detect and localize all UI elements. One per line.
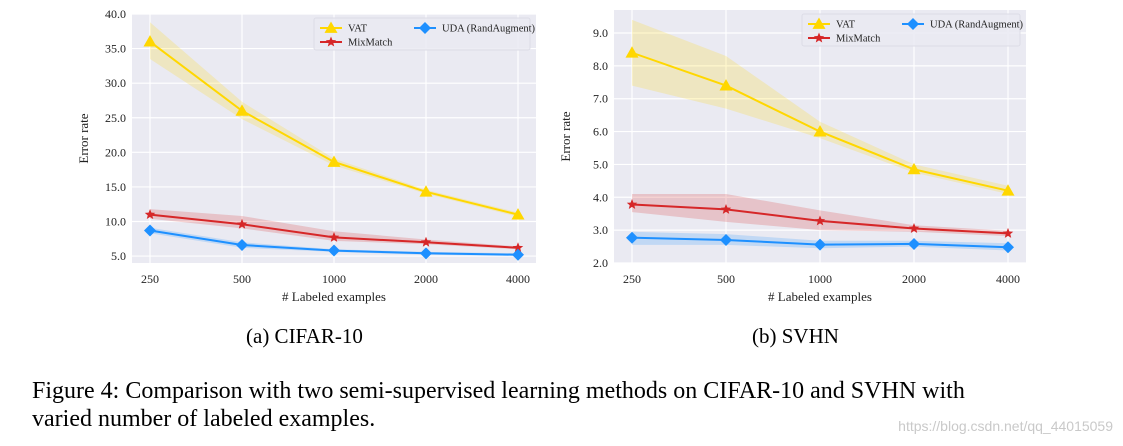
data-point-2-4 (1002, 241, 1014, 254)
y-tick-label-2: 4.0 (593, 190, 608, 204)
x-tick-label-2: 1000 (808, 272, 832, 286)
legend-label-1: MixMatch (348, 38, 393, 49)
series-0 (625, 19, 1015, 196)
data-point-1-1 (720, 203, 732, 214)
y-tick-label-0: 2.0 (593, 256, 608, 270)
y-axis-label: Error rate (558, 111, 573, 161)
y-tick-label-3: 5.0 (593, 157, 608, 171)
x-tick-label-0: 250 (623, 272, 641, 286)
legend: VAT MixMatch UDA (RandAugment) (801, 13, 1024, 47)
data-point-2-1 (720, 234, 732, 246)
data-point-1-3 (420, 236, 432, 247)
x-tick-label-1: 500 (717, 272, 735, 286)
legend-label-2: UDA (RandAugment) (930, 20, 1024, 31)
y-tick-label-0: 5.0 (111, 249, 126, 263)
legend-swatch-marker-2 (419, 22, 431, 34)
y-axis-label: Error rate (76, 113, 91, 163)
subcaption-b: (b) SVHN (752, 324, 839, 348)
data-point-2-4 (512, 248, 524, 261)
data-point-1-0 (144, 209, 156, 220)
legend-swatch-marker-1 (325, 36, 337, 47)
legend-box (313, 17, 531, 51)
series-2 (144, 224, 524, 261)
data-point-2-0 (626, 231, 638, 244)
data-point-2-0 (144, 224, 156, 237)
x-tick-label-4: 4000 (996, 272, 1020, 286)
data-point-0-4 (1001, 184, 1015, 196)
legend-label-0: VAT (836, 20, 856, 31)
y-tick-label-4: 25.0 (105, 111, 126, 125)
data-point-2-1 (236, 239, 248, 252)
data-point-0-3 (419, 185, 433, 197)
x-axis-label: # Labeled examples (768, 289, 872, 304)
series-1 (626, 194, 1014, 238)
data-point-1-0 (626, 199, 638, 209)
x-tick-label-3: 2000 (414, 272, 438, 286)
data-point-2-2 (814, 238, 826, 251)
series-1 (144, 209, 524, 253)
y-tick-label-6: 8.0 (593, 59, 608, 73)
data-point-0-1 (719, 79, 733, 91)
y-tick-label-1: 3.0 (593, 223, 608, 237)
data-point-0-2 (813, 125, 827, 137)
subcaption-a: (a) CIFAR-10 (246, 324, 363, 348)
legend-label-1: MixMatch (836, 34, 881, 45)
watermark: https://blog.csdn.net/qq_44015059 (898, 418, 1113, 434)
data-point-1-4 (512, 242, 524, 253)
x-tick-label-4: 4000 (506, 272, 530, 286)
x-tick-label-1: 500 (233, 272, 251, 286)
legend-label-0: VAT (348, 24, 368, 35)
figure-caption-line-2: varied number of labeled examples. (32, 406, 376, 432)
y-tick-label-7: 9.0 (593, 26, 608, 40)
data-point-1-2 (328, 231, 340, 242)
data-point-0-0 (143, 35, 157, 47)
legend-box (801, 13, 1021, 47)
data-point-2-3 (420, 247, 432, 260)
x-tick-label-2: 1000 (322, 272, 346, 286)
data-point-1-2 (814, 215, 826, 226)
y-tick-label-7: 40.0 (105, 7, 126, 21)
series-2 (626, 231, 1014, 254)
legend: VAT MixMatch UDA (RandAugment) (313, 17, 536, 51)
grid (614, 10, 1026, 264)
series-0 (143, 22, 525, 220)
x-axis-label: # Labeled examples (282, 289, 386, 304)
legend-swatch-marker-1 (813, 32, 825, 43)
data-point-0-3 (907, 162, 921, 175)
y-tick-label-1: 10.0 (105, 215, 126, 229)
confidence-band-0 (632, 19, 1008, 195)
y-tick-label-5: 7.0 (593, 92, 608, 106)
legend-label-2: UDA (RandAugment) (442, 24, 536, 35)
legend-swatch-marker-0 (324, 21, 338, 33)
y-tick-label-2: 15.0 (105, 180, 126, 194)
data-point-1-4 (1002, 227, 1014, 238)
data-point-1-1 (236, 218, 248, 229)
x-tick-label-3: 2000 (902, 272, 926, 286)
y-tick-label-5: 30.0 (105, 76, 126, 90)
legend-swatch-marker-0 (812, 17, 826, 29)
y-tick-label-4: 6.0 (593, 125, 608, 139)
x-tick-label-0: 250 (141, 272, 159, 286)
data-point-0-1 (235, 104, 249, 116)
data-point-0-4 (511, 208, 525, 220)
data-point-2-3 (908, 237, 920, 250)
data-point-0-0 (625, 46, 639, 58)
data-point-1-3 (908, 223, 920, 233)
figure-caption-line-1: Figure 4: Comparison with two semi-super… (32, 378, 965, 404)
legend-swatch-marker-2 (907, 18, 919, 30)
y-tick-label-3: 20.0 (105, 145, 126, 159)
data-point-0-2 (327, 155, 341, 167)
data-point-2-2 (328, 244, 340, 257)
y-tick-label-6: 35.0 (105, 42, 126, 56)
